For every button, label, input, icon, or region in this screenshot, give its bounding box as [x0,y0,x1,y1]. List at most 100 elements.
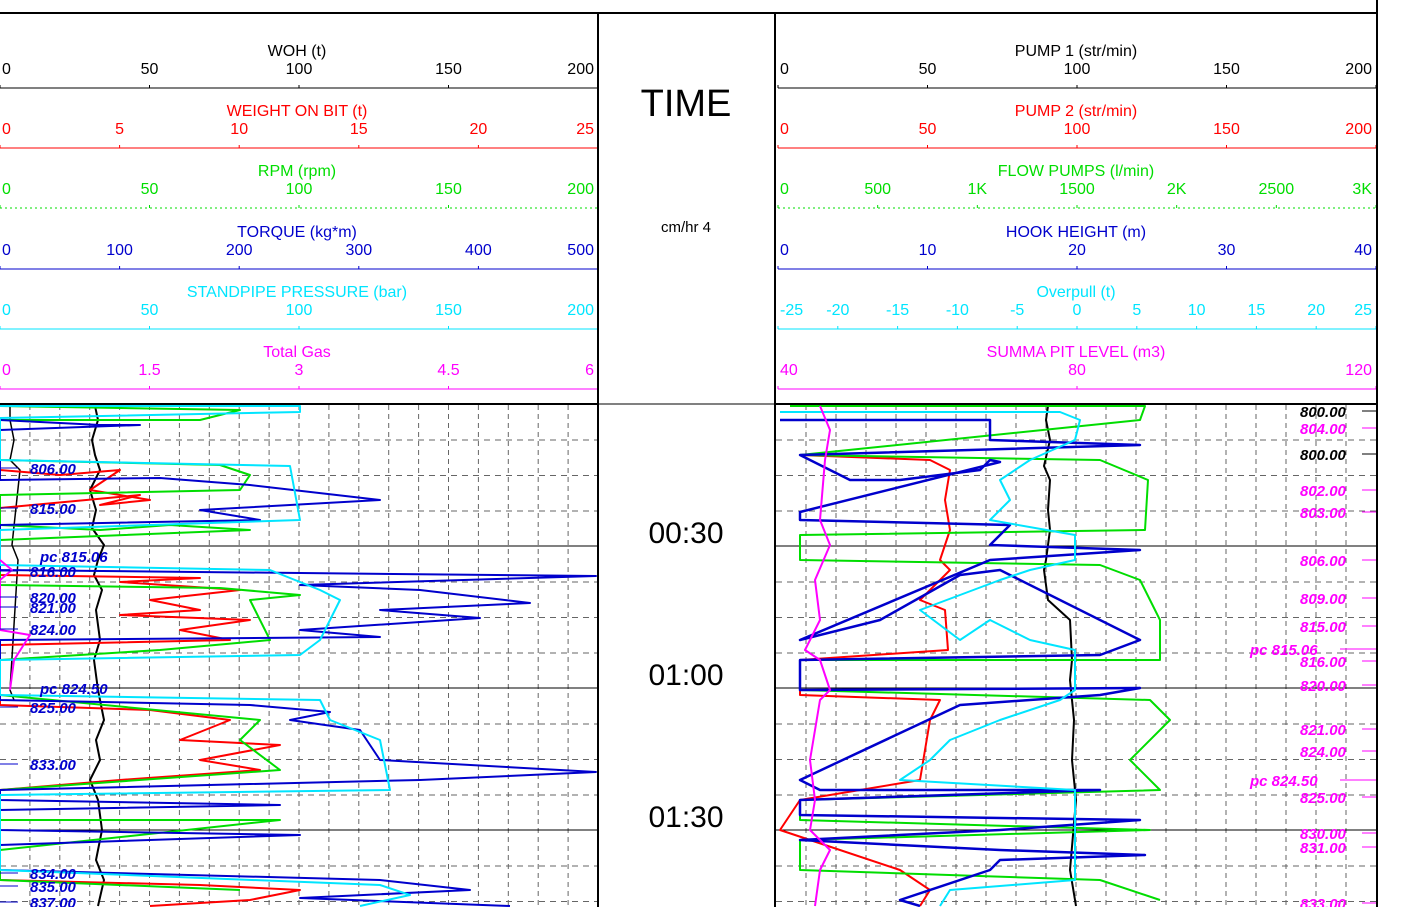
right-depth-label: 831.00 [1300,840,1347,857]
left-depth-label: 815.00 [30,501,77,518]
left-scale-tick: 15 [350,121,368,138]
left-scale-tick: 200 [567,302,594,319]
left-scale-tick: 0 [2,242,11,259]
right-scale-tick: 40 [780,362,798,379]
left-scale-tick: 200 [226,242,253,259]
left-scale-tick: 300 [345,242,372,259]
right-depth-label: 809.00 [1300,591,1347,608]
right-depth-label: 804.00 [1300,421,1347,438]
left-scale-tick: 150 [435,61,462,78]
frame [0,0,1378,907]
left-scale-tick: 25 [576,121,594,138]
right-depth-label: 800.00 [1300,404,1347,421]
right-depth-label: 802.00 [1300,483,1347,500]
right-depth-label: 815.00 [1300,619,1347,636]
left-scale-label: WEIGHT ON BIT (t) [227,103,368,120]
left-scale-tick: 10 [230,121,248,138]
right-depth-label: 803.00 [1300,505,1347,522]
left-depth-label: 834.00 [30,866,77,883]
right-scale-tick: 2K [1167,181,1187,198]
right-scale-tick: 500 [864,181,891,198]
right-scale-tick: 10 [1188,302,1206,319]
right-scale-tick: 5 [1132,302,1141,319]
flow-pumps-curve [790,405,1171,901]
left-scale-tick: 100 [286,61,313,78]
right-scale-tick: 0 [1073,302,1082,319]
right-scale-tick: -25 [780,302,803,319]
right-scale-tick: 25 [1354,302,1372,319]
left-depth-label: 833.00 [30,757,77,774]
left-depth-label: 820.00 [30,590,77,607]
right-scale-tick: 1K [968,181,988,198]
right-scale-tick: 40 [1354,242,1372,259]
left-scale-tick: 200 [567,61,594,78]
left-scale-tick: 100 [286,181,313,198]
time-scale-label: cm/hr 4 [661,219,711,236]
right-scale-tick: 30 [1218,242,1236,259]
right-scale-tick: -5 [1010,302,1024,319]
left-scale-label: TORQUE (kg*m) [237,224,357,241]
left-scale-label: WOH (t) [268,43,327,60]
right-scale-tick: 0 [780,61,789,78]
right-scale-tick: 50 [919,121,937,138]
time-column-title: TIME [641,83,732,125]
left-scale-tick: 6 [585,362,594,379]
right-scale-tick: 80 [1068,362,1086,379]
right-scale-label: HOOK HEIGHT (m) [1006,224,1146,241]
right-scale-tick: 0 [780,242,789,259]
left-depth-label: 821.00 [30,600,77,617]
time-label-0130: 01:30 [648,801,723,834]
time-label-0030: 00:30 [648,517,723,550]
left-depth-label: 824.00 [30,622,77,639]
right-depth-label: 821.00 [1300,722,1347,739]
pump2-curve [779,454,951,907]
right-depth-label: 830.00 [1300,826,1347,843]
left-depth-label: 837.00 [30,895,77,907]
right-scale-tick: -15 [886,302,909,319]
left-scale-tick: 0 [2,61,11,78]
right-scale-label: PUMP 1 (str/min) [1015,43,1137,60]
right-scale-tick: 0 [780,181,789,198]
torque-curve [0,419,597,907]
right-depth-label: pc 815.06 [1249,642,1318,659]
left-scale-tick: 100 [106,242,133,259]
left-track-curves [0,405,597,907]
overpull-curve [780,411,1081,907]
right-scale-tick: 10 [919,242,937,259]
left-scale-label: RPM (rpm) [258,163,336,180]
left-scale-tick: 4.5 [437,362,459,379]
right-scale-tick: 3K [1352,181,1372,198]
right-scale-tick: 120 [1345,362,1372,379]
right-depth-label: 825.00 [1300,790,1347,807]
right-scale-tick: 15 [1248,302,1266,319]
right-depth-label: 816.00 [1300,654,1347,671]
right-scale-tick: 0 [780,121,789,138]
left-scale-tick: 0 [2,362,11,379]
left-scale-tick: 400 [465,242,492,259]
left-scale-tick: 0 [2,302,11,319]
hook-height-curve [780,418,1147,907]
right-scale-label: SUMMA PIT LEVEL (m3) [987,344,1166,361]
left-depth-label: pc 824.50 [39,681,108,698]
right-depth-labels: 800.00804.00800.00802.00803.00806.00809.… [1249,404,1376,907]
left-scale-tick: 5 [115,121,124,138]
left-depth-label: 835.00 [30,879,77,896]
left-scale-tick: 20 [470,121,488,138]
left-scale-tick: 3 [295,362,304,379]
left-scale-tick: 0 [2,181,11,198]
left-depth-label: 806.00 [30,461,77,478]
right-scale-tick: 150 [1213,61,1240,78]
left-depth-label: 825.00 [30,700,77,717]
right-depth-label: 800.00 [1300,447,1347,464]
left-scale-tick: 0 [2,121,11,138]
right-scale-tick: 2500 [1259,181,1295,198]
right-scale-tick: 200 [1345,121,1372,138]
left-scale-tick: 50 [141,61,159,78]
right-scale-tick: 200 [1345,61,1372,78]
right-scale-tick: 50 [919,61,937,78]
left-scale-tick: 500 [567,242,594,259]
left-scale-tick: 100 [286,302,313,319]
right-scale-tick: 150 [1213,121,1240,138]
